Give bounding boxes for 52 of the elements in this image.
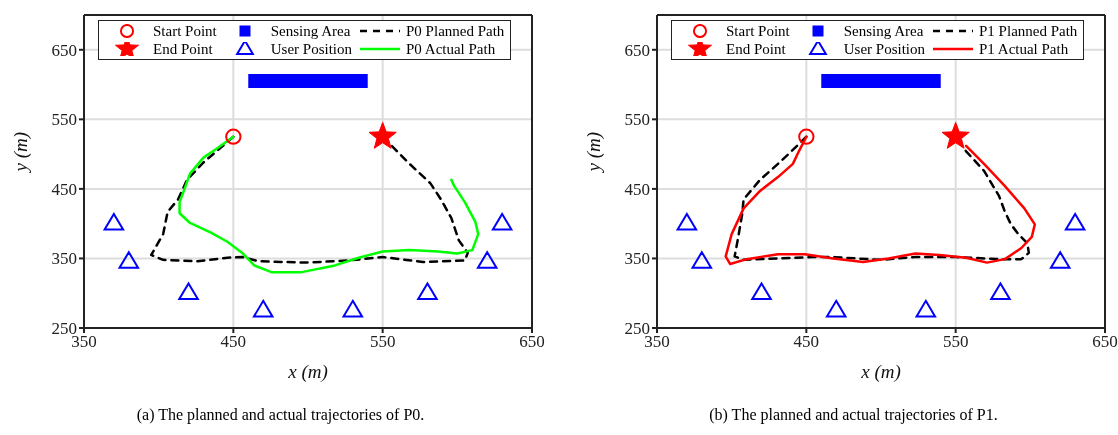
legend-label: Sensing Area (270, 22, 351, 40)
y-tick-label: 350 (51, 249, 77, 269)
point (118, 251, 140, 269)
y-tick-label: 550 (51, 110, 77, 130)
point (368, 121, 397, 149)
point (342, 299, 364, 318)
legend-label: Sensing Area (843, 22, 924, 40)
point (990, 282, 1011, 301)
y-tick-label: 650 (51, 40, 77, 60)
x-tick-label: 550 (369, 332, 396, 352)
point (1049, 251, 1071, 269)
point (491, 212, 513, 231)
point (751, 282, 772, 301)
y-tick-label: 450 (624, 179, 650, 199)
point (252, 299, 274, 318)
legend-label: User Position (270, 40, 353, 58)
y-tick-label: 550 (624, 110, 650, 130)
legend-label: P1 Actual Path (979, 40, 1069, 58)
x-tick-label: 450 (793, 332, 820, 352)
point (915, 299, 937, 318)
text: (a) The planned and actual trajectories of P0. (135, 406, 426, 424)
legend-label: User Position (843, 40, 926, 58)
point (1064, 212, 1086, 231)
x-axis-title: x (m) (287, 361, 328, 383)
y-tick-label: 450 (51, 179, 77, 199)
legend-label: End Point (726, 40, 786, 58)
legend-label: End Point (153, 40, 213, 58)
legend-label: Start Point (153, 22, 217, 40)
point (178, 282, 199, 301)
x-tick-label: 650 (519, 332, 545, 352)
text: (b) The planned and actual trajectories of P1. (708, 406, 999, 424)
legend-label: P0 Actual Path (406, 40, 496, 58)
point (825, 299, 847, 318)
point (691, 251, 713, 269)
y-axis-title: y (m) (9, 131, 32, 174)
point (225, 128, 242, 145)
y-axis-title: y (m) (582, 131, 605, 174)
legend-label: P1 Planned Path (979, 22, 1078, 40)
point (417, 282, 438, 301)
point (941, 121, 970, 149)
y-tick-label: 650 (624, 40, 650, 60)
point (476, 251, 498, 269)
x-tick-label: 650 (1092, 332, 1118, 352)
legend-label: P0 Planned Path (406, 22, 505, 40)
x-tick-label: 550 (942, 332, 969, 352)
point (103, 212, 125, 231)
x-tick-label: 450 (220, 332, 247, 352)
point (798, 128, 815, 145)
legend-label: Start Point (726, 22, 790, 40)
y-tick-label: 350 (624, 249, 650, 269)
x-axis-title: x (m) (860, 361, 901, 383)
point (676, 212, 698, 231)
